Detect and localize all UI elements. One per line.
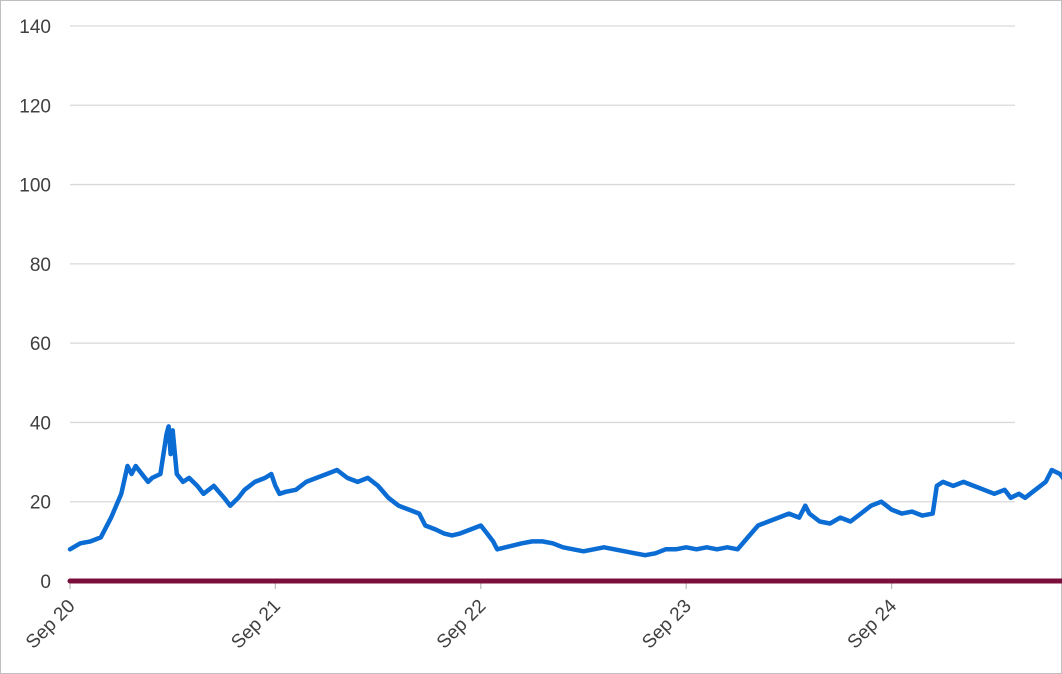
y-tick-label-60: 60	[30, 334, 51, 355]
series-line-0	[67, 424, 1062, 558]
x-tick-label-4: Sep 24	[844, 595, 902, 653]
y-tick-label-140: 140	[19, 17, 51, 38]
x-tick-label-0: Sep 20	[22, 596, 79, 653]
x-tick-label-3: Sep 23	[638, 596, 695, 653]
x-axis-tick-labels: Sep 20 Sep 21 Sep 22 Sep 23 Sep 24	[22, 595, 901, 653]
y-tick-label-40: 40	[30, 413, 51, 434]
x-tick-label-2: Sep 22	[433, 596, 490, 653]
y-tick-label-0: 0	[40, 572, 51, 593]
x-tick-label-1: Sep 21	[227, 596, 284, 653]
y-tick-label-80: 80	[30, 255, 51, 276]
y-tick-label-120: 120	[19, 96, 51, 117]
y-axis-tick-labels: 0 20 40 60 80 100 120 140	[19, 17, 51, 593]
series-lines	[67, 424, 1062, 584]
gridlines	[70, 25, 1015, 503]
y-tick-label-20: 20	[30, 493, 51, 514]
y-tick-label-100: 100	[19, 176, 51, 197]
